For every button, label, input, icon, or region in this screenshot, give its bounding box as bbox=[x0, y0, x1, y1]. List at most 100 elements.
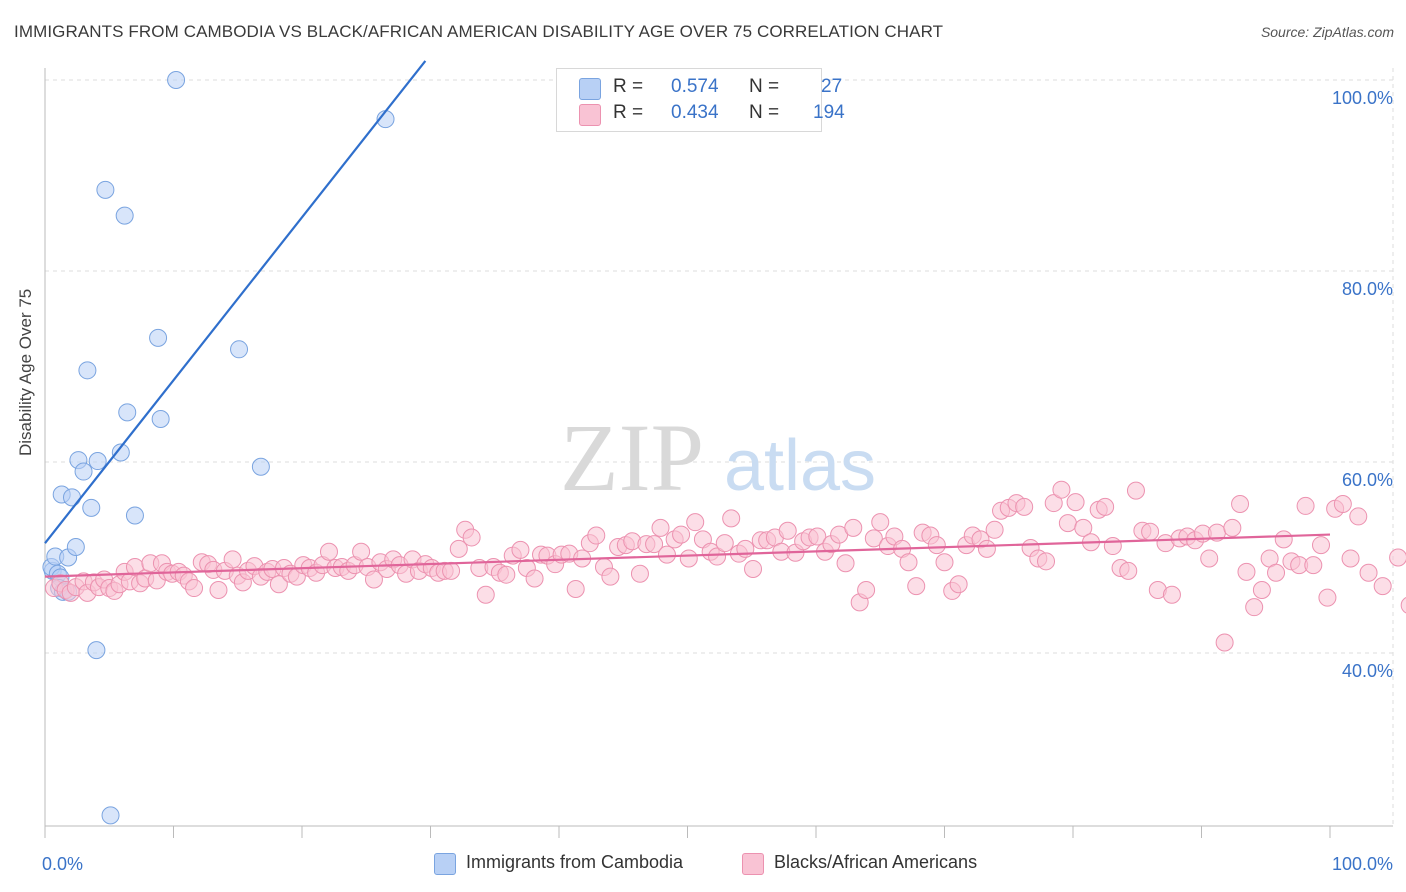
black-point bbox=[511, 540, 530, 559]
y-tick-label: 100.0% bbox=[1332, 88, 1393, 108]
black-point bbox=[672, 525, 691, 544]
black-point bbox=[778, 521, 797, 540]
y-tick-label: 60.0% bbox=[1342, 470, 1393, 490]
black-point bbox=[566, 580, 585, 599]
black-point bbox=[744, 559, 763, 578]
cambodia-point bbox=[62, 488, 81, 507]
black-point bbox=[679, 549, 698, 568]
black-point bbox=[708, 547, 727, 566]
cambodia-point bbox=[125, 506, 144, 525]
black-point bbox=[927, 536, 946, 555]
black-point bbox=[985, 520, 1004, 539]
black-point bbox=[319, 542, 338, 561]
watermark-atlas: atlas bbox=[724, 426, 876, 506]
legend-swatch-black bbox=[579, 104, 601, 126]
x-tick-label: 100.0% bbox=[1332, 854, 1393, 874]
black-point bbox=[1304, 556, 1323, 575]
black-point bbox=[871, 513, 890, 532]
black-point bbox=[949, 575, 968, 594]
cambodia-point bbox=[230, 340, 249, 359]
black-point bbox=[1096, 497, 1115, 516]
black-point bbox=[1044, 494, 1063, 513]
black-point bbox=[1237, 562, 1256, 581]
black-point bbox=[442, 561, 461, 580]
cambodia-point bbox=[82, 498, 101, 517]
legend-r-value: 0.434 bbox=[671, 102, 719, 123]
black-point bbox=[587, 526, 606, 545]
y-tick-label: 40.0% bbox=[1342, 661, 1393, 681]
legend-n-value: 194 bbox=[813, 102, 845, 123]
black-point bbox=[364, 570, 383, 589]
black-point bbox=[657, 545, 676, 564]
black-point bbox=[1252, 580, 1271, 599]
black-point bbox=[1223, 518, 1242, 537]
legend-n-label: N = bbox=[749, 76, 780, 97]
black-point bbox=[1015, 497, 1034, 516]
black-point bbox=[1245, 598, 1264, 617]
black-point bbox=[223, 550, 242, 569]
black-point bbox=[185, 579, 204, 598]
bottom-legend-swatch-cambodia bbox=[434, 853, 456, 875]
cambodia-point bbox=[101, 806, 120, 825]
black-point bbox=[497, 565, 516, 584]
black-point bbox=[1141, 522, 1160, 541]
cambodia-point bbox=[118, 403, 137, 422]
legend-r-label: R = bbox=[613, 102, 644, 123]
black-point bbox=[1052, 480, 1071, 499]
zipatlas-watermark: ZIP atlas bbox=[560, 404, 876, 511]
legend-swatch-cambodia bbox=[579, 78, 601, 100]
black-point bbox=[857, 580, 876, 599]
cambodia-point bbox=[96, 180, 115, 199]
tick-labels: 40.0% 60.0% 80.0% 100.0% 0.0% 100.0% bbox=[42, 88, 1393, 874]
black-point bbox=[449, 539, 468, 558]
black-point bbox=[907, 577, 926, 596]
black-point bbox=[630, 564, 649, 583]
black-point bbox=[601, 567, 620, 586]
black-point bbox=[1066, 493, 1085, 512]
black-trend-line bbox=[44, 533, 1331, 578]
black-point bbox=[1341, 549, 1360, 568]
black-point bbox=[686, 513, 705, 532]
cambodia-point bbox=[151, 410, 170, 429]
black-point bbox=[651, 518, 670, 537]
black-point bbox=[1162, 585, 1181, 604]
black-point bbox=[1312, 536, 1331, 555]
cambodia-point bbox=[74, 462, 93, 481]
black-point bbox=[1103, 537, 1122, 556]
black-point bbox=[1274, 530, 1293, 549]
black-point bbox=[209, 580, 228, 599]
legend-n-value: 27 bbox=[821, 76, 843, 97]
watermark-zip: ZIP bbox=[560, 404, 704, 511]
black-point bbox=[1373, 577, 1392, 596]
black-point bbox=[1359, 563, 1378, 582]
bottom-legend-label-cambodia: Immigrants from Cambodia bbox=[466, 852, 684, 872]
legend-n-label: N = bbox=[749, 102, 780, 123]
black-point bbox=[977, 539, 996, 558]
y-tick-label: 80.0% bbox=[1342, 279, 1393, 299]
black-point bbox=[1215, 633, 1234, 652]
source-label: Source: ZipAtlas.com bbox=[1260, 24, 1394, 40]
black-point bbox=[899, 553, 918, 572]
cambodia-point bbox=[149, 328, 168, 347]
black-point bbox=[844, 518, 863, 537]
black-point bbox=[1400, 597, 1406, 614]
cambodia-point bbox=[78, 361, 97, 380]
correlation-legend: R = 0.574 N = 27 R = 0.434 N = 194 bbox=[556, 68, 845, 132]
black-point bbox=[935, 553, 954, 572]
legend-r-label: R = bbox=[613, 76, 644, 97]
black-point bbox=[645, 535, 664, 554]
cambodia-point bbox=[66, 537, 85, 556]
trend-lines bbox=[44, 60, 1331, 578]
black-point bbox=[1349, 507, 1368, 526]
cambodia-point bbox=[111, 443, 130, 462]
black-point bbox=[864, 529, 883, 548]
black-point bbox=[1318, 588, 1337, 607]
x-tick-label: 0.0% bbox=[42, 854, 83, 874]
black-point bbox=[1126, 481, 1145, 500]
bottom-legend-label-black: Blacks/African Americans bbox=[774, 852, 978, 872]
black-point bbox=[1037, 552, 1056, 571]
black-point bbox=[352, 542, 371, 561]
black-point bbox=[722, 509, 741, 528]
black-point bbox=[715, 534, 734, 553]
